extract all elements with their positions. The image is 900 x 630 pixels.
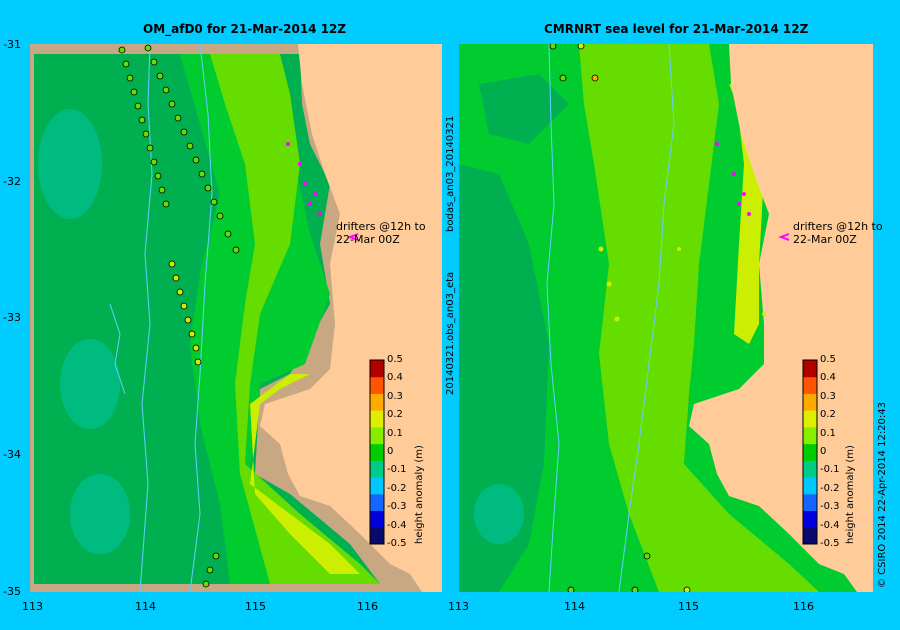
colorbar-tick-label: -0.4	[820, 519, 840, 531]
copyright-label: © CSIRO 2014 22-Apr-2014 12:20:43	[877, 401, 888, 588]
colorbar-tick-label: 0.1	[820, 427, 836, 439]
colorbar-segment	[370, 527, 384, 545]
side-label-bottom: 20140321.obs_an03_eta	[445, 271, 456, 395]
left-drifter-annotation: drifters @12h to 22-Mar 00Z	[336, 220, 426, 246]
colorbar-segment	[803, 393, 817, 411]
colorbar-segment	[370, 360, 384, 378]
lat-tick: -33	[3, 311, 21, 324]
colorbar-segment	[370, 510, 384, 528]
colorbar-segment	[370, 426, 384, 445]
lat-tick: -34	[3, 448, 21, 461]
right-colorbar-label: height anomaly (m)	[845, 445, 856, 544]
colorbar-tick-label: 0.4	[387, 372, 403, 384]
colorbar-tick-label: -0.3	[820, 501, 840, 513]
lat-tick: -31	[3, 38, 21, 51]
left-colorbar-label: height anomaly (m)	[414, 445, 425, 544]
colorbar-tick-label: 0.3	[820, 390, 836, 402]
left-colorbar	[369, 359, 385, 545]
colorbar-segment	[803, 360, 817, 378]
lat-tick: -35	[3, 585, 21, 598]
colorbar-segment	[370, 393, 384, 411]
annotation-line1: drifters @12h to	[336, 220, 426, 233]
colorbar-tick-label: -0.5	[387, 538, 407, 549]
right-panel-title: CMRNRT sea level for 21-Mar-2014 12Z	[544, 22, 809, 36]
colorbar-segment	[370, 460, 384, 478]
colorbar-tick-label: 0.4	[820, 372, 836, 384]
colorbar-frame	[369, 359, 385, 545]
colorbar-segment	[803, 443, 817, 461]
lon-tick: 114	[564, 600, 585, 613]
right-map-panel: drifters @12h to 22-Mar 00Z 0.5 0.4 0.3 0.2…	[459, 42, 883, 594]
lon-tick: 114	[135, 600, 156, 613]
right-map	[459, 42, 873, 594]
lon-tick: 116	[793, 600, 814, 613]
colorbar-tick-label: 0	[820, 446, 827, 457]
lat-tick: -32	[3, 175, 21, 188]
left-map	[30, 43, 442, 593]
drifter-points-right	[715, 142, 751, 216]
colorbar-frame	[802, 359, 818, 545]
scatter-points	[598, 246, 766, 322]
colorbar-segment	[803, 477, 817, 495]
right-colorbar	[802, 359, 818, 545]
colorbar-segment	[803, 410, 817, 428]
colorbar-tick-label: -0.2	[820, 482, 840, 494]
colorbar-tick-label: -0.1	[820, 464, 840, 476]
lon-tick: 116	[357, 600, 378, 613]
colorbar-segment	[803, 527, 817, 545]
drifter-track-markers	[118, 44, 240, 588]
annotation-line2: 22-Mar 00Z	[793, 233, 857, 246]
lon-tick: 115	[678, 600, 699, 613]
colorbar-tick-label: 0.2	[820, 409, 836, 421]
drifter-arrow-icon	[778, 233, 790, 241]
annotation-line1: drifters @12h to	[793, 220, 883, 233]
colorbar-tick-label: 0.5	[820, 354, 836, 365]
lon-tick: 115	[245, 600, 266, 613]
colorbar-tick-label: 0.1	[387, 427, 403, 439]
colorbar-tick-label: -0.5	[820, 538, 840, 549]
colorbar-segment	[370, 477, 384, 495]
colorbar-segment	[803, 460, 817, 478]
left-map-panel: drifters @12h to 22-Mar 00Z 0.5 0.4 0.3 0.2…	[30, 43, 442, 593]
colorbar-segment	[370, 376, 384, 394]
colorbar-segment	[370, 410, 384, 428]
colorbar-tick-label: 0.2	[387, 409, 403, 421]
right-drifter-annotation: drifters @12h to 22-Mar 00Z	[793, 220, 883, 246]
drifter-arrow-icon	[347, 233, 359, 241]
colorbar-segment	[803, 493, 817, 512]
colorbar-tick-label: -0.2	[387, 482, 407, 494]
lon-tick: 113	[448, 600, 469, 613]
colorbar-segment	[370, 493, 384, 512]
annotation-line2: 22-Mar 00Z	[336, 233, 400, 246]
drifter-points	[286, 142, 322, 216]
colorbar-segment	[803, 426, 817, 445]
colorbar-tick-label: 0.5	[387, 354, 403, 365]
left-panel-title: OM_afD0 for 21-Mar-2014 12Z	[143, 22, 347, 36]
colorbar-tick-label: -0.4	[387, 519, 407, 531]
side-label-top: bodas_an03_20140321	[445, 115, 456, 232]
colorbar-segment	[803, 510, 817, 528]
colorbar-segment	[370, 443, 384, 461]
colorbar-tick-label: -0.1	[387, 464, 407, 476]
colorbar-segment	[803, 376, 817, 394]
colorbar-tick-label: 0	[387, 446, 394, 457]
colorbar-tick-label: 0.3	[387, 390, 403, 402]
lon-tick: 113	[22, 600, 43, 613]
colorbar-tick-label: -0.3	[387, 501, 407, 513]
